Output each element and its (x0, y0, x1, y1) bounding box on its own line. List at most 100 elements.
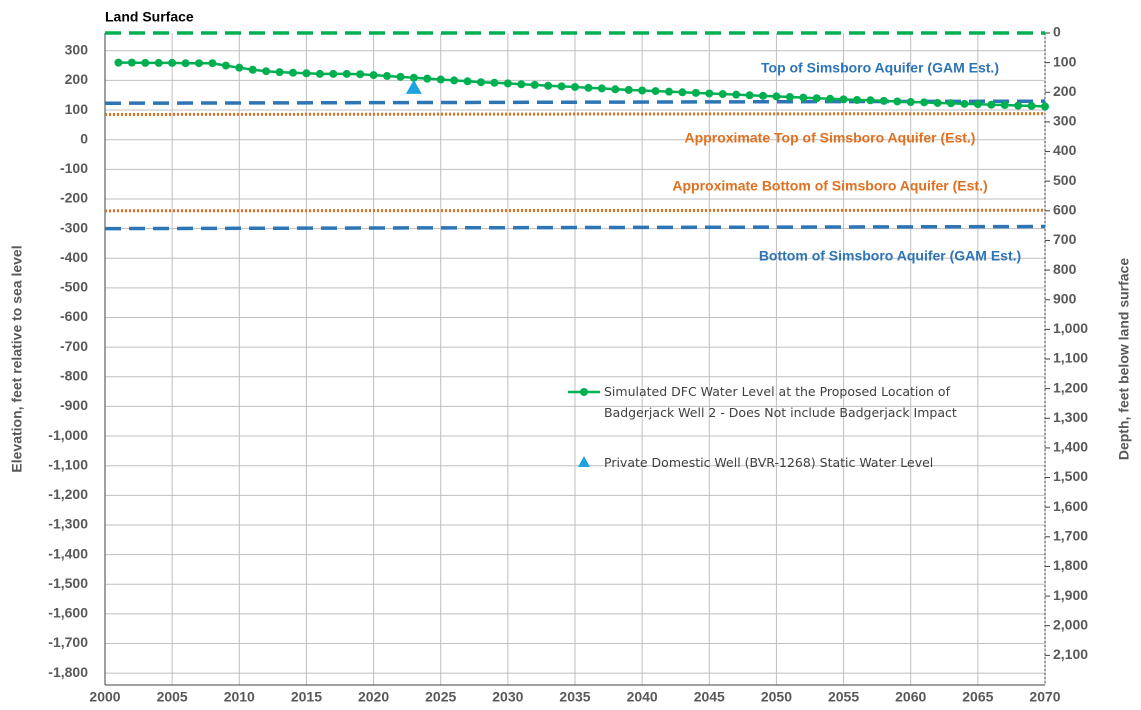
data-point (423, 74, 432, 83)
legend-text: Private Domestic Well (BVR-1268) Static … (604, 455, 934, 470)
y2-tick-label: 2,000 (1053, 616, 1088, 632)
reference-label: Approximate Top of Simsboro Aquifer (Est… (685, 130, 976, 146)
y-tick-label: -1,000 (48, 427, 88, 443)
y2-axis-label: Depth, feet below land surface (1116, 258, 1132, 460)
y-tick-label: -1,600 (48, 605, 88, 621)
y-tick-label: -1,500 (48, 575, 88, 591)
data-point (342, 69, 351, 78)
y2-tick-label: 100 (1053, 53, 1077, 69)
legend-text: Simulated DFC Water Level at the Propose… (604, 384, 957, 420)
x-tick-label: 2045 (694, 689, 725, 705)
data-point (691, 88, 700, 97)
y2-tick-label: 700 (1053, 231, 1077, 247)
y-tick-label: -1,200 (48, 486, 88, 502)
data-point (759, 91, 767, 100)
y-tick-label: -200 (60, 190, 88, 206)
data-point (168, 58, 177, 67)
data-point (463, 77, 472, 86)
reference-label: Land Surface (105, 9, 194, 25)
data-point (799, 93, 808, 102)
reference-line (104, 224, 1046, 231)
data-point (436, 75, 445, 84)
data-point (772, 92, 781, 101)
data-point (651, 87, 660, 96)
y-tick-label: -1,700 (48, 634, 88, 650)
y-tick-label: -1,100 (48, 456, 88, 472)
y-tick-label: -500 (60, 279, 88, 295)
data-point (517, 80, 526, 89)
legend-marker (580, 388, 588, 396)
data-point (235, 63, 244, 72)
data-point (289, 68, 297, 77)
data-point (503, 79, 512, 88)
reference-label: Top of Simsboro Aquifer (GAM Est.) (761, 60, 999, 76)
x-tick-label: 2030 (492, 689, 523, 705)
x-tick-label: 2000 (89, 689, 120, 705)
data-point (920, 98, 929, 107)
y2-tick-label: 1,000 (1053, 320, 1088, 336)
data-point (1041, 102, 1049, 111)
y-tick-label: -600 (60, 308, 88, 324)
y2-tick-label: 1,100 (1053, 350, 1088, 366)
data-point (208, 59, 217, 68)
data-point (1014, 101, 1023, 110)
reference-label: Bottom of Simsboro Aquifer (GAM Est.) (759, 248, 1021, 264)
data-point (906, 98, 915, 107)
data-point (396, 72, 405, 81)
data-point (866, 96, 875, 105)
x-tick-label: 2020 (358, 689, 389, 705)
x-tick-label: 2025 (425, 689, 456, 705)
data-point (530, 80, 539, 89)
y2-tick-label: 1,600 (1053, 498, 1088, 514)
series-line (118, 61, 1046, 108)
y2-tick-label: 1,400 (1053, 439, 1088, 455)
data-point (933, 98, 942, 107)
y-tick-label: 0 (80, 130, 88, 146)
x-tick-label: 2010 (224, 689, 255, 705)
y-tick-label: -900 (60, 397, 88, 413)
y-tick-label: -1,300 (48, 516, 88, 532)
data-point (383, 71, 391, 80)
data-point (638, 86, 647, 95)
data-point (611, 85, 620, 94)
y2-tick-label: 1,900 (1053, 587, 1088, 603)
data-point (114, 58, 123, 67)
data-point (960, 99, 969, 108)
reference-label: Approximate Bottom of Simsboro Aquifer (… (672, 178, 987, 194)
reference-line (104, 112, 1046, 116)
y-axis-label: Elevation, feet relative to sea level (9, 245, 25, 472)
data-point (718, 90, 727, 99)
y2-tick-label: 600 (1053, 202, 1077, 218)
data-point (785, 93, 794, 102)
data-point (879, 96, 888, 105)
y-tick-label: -100 (60, 160, 88, 176)
x-tick-label: 2040 (627, 689, 658, 705)
data-point (839, 95, 848, 104)
y2-tick-label: 1,200 (1053, 379, 1088, 395)
y2-tick-label: 200 (1053, 83, 1077, 99)
data-point (571, 82, 579, 91)
x-tick-label: 2060 (895, 689, 926, 705)
data-point (315, 69, 324, 78)
data-point (584, 83, 593, 92)
data-point (221, 61, 230, 70)
data-point (195, 59, 203, 68)
data-point (275, 68, 284, 77)
x-tick-label: 2035 (559, 689, 590, 705)
data-point (745, 91, 754, 100)
y2-tick-label: 1,800 (1053, 557, 1088, 573)
data-point (947, 99, 955, 108)
data-point (1000, 101, 1009, 110)
data-point (490, 78, 499, 87)
data-point (893, 97, 902, 106)
data-point (477, 78, 485, 87)
x-tick-label: 2050 (761, 689, 792, 705)
data-point (597, 84, 606, 93)
data-point (665, 87, 673, 96)
data-point (544, 81, 553, 90)
y-tick-label: -300 (60, 219, 88, 235)
y-tick-label: -1,400 (48, 545, 88, 561)
y2-tick-label: 1,300 (1053, 409, 1088, 425)
data-point (450, 76, 459, 85)
